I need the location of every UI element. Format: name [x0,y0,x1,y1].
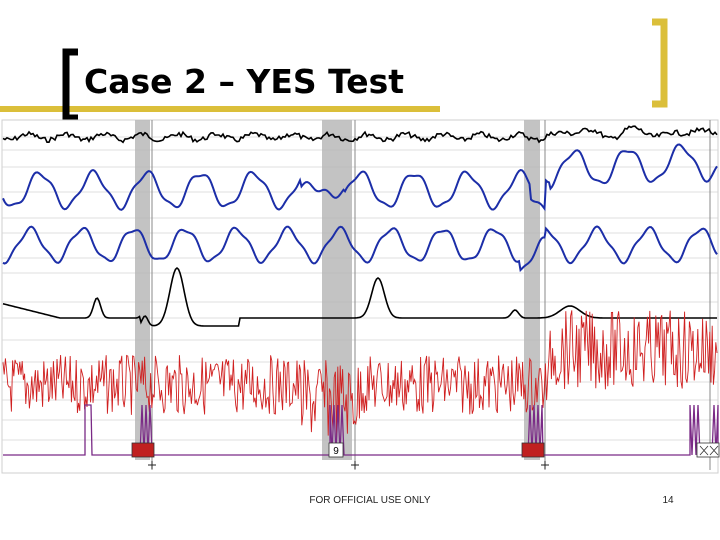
motion-trace [3,404,719,456]
marker-label-2-text: 9 [333,446,339,457]
plus-marker-1 [148,461,156,469]
plus-markers [148,461,549,469]
marker-label-2-box [328,442,344,458]
slide-title: Case 2 – YES Test [84,62,405,101]
eda-trace [2,266,717,327]
traces [2,125,719,456]
page-number: 14 [662,495,674,506]
title-underline [0,106,440,112]
marker-label-4-cross [699,445,719,456]
right-bracket [652,18,668,108]
cardio-trace [2,310,718,438]
respiration-trace-lower [2,225,718,273]
plus-marker-3 [541,461,549,469]
title-decoration [0,18,668,122]
left-bracket [62,48,78,122]
marker-labels: 9 [131,442,720,458]
marker-label-4 [696,442,720,458]
chart-frame [1,119,719,474]
marker-label-3 [521,442,545,458]
respiration-trace-upper [2,143,718,212]
footer-text: FOR OFFICIAL USE ONLY [309,495,431,506]
marker-bar-3 [524,120,540,460]
marker-bar-1 [135,120,150,460]
marker-label-1 [131,442,155,458]
plus-marker-2 [351,461,359,469]
pneumo-trace [2,125,718,144]
